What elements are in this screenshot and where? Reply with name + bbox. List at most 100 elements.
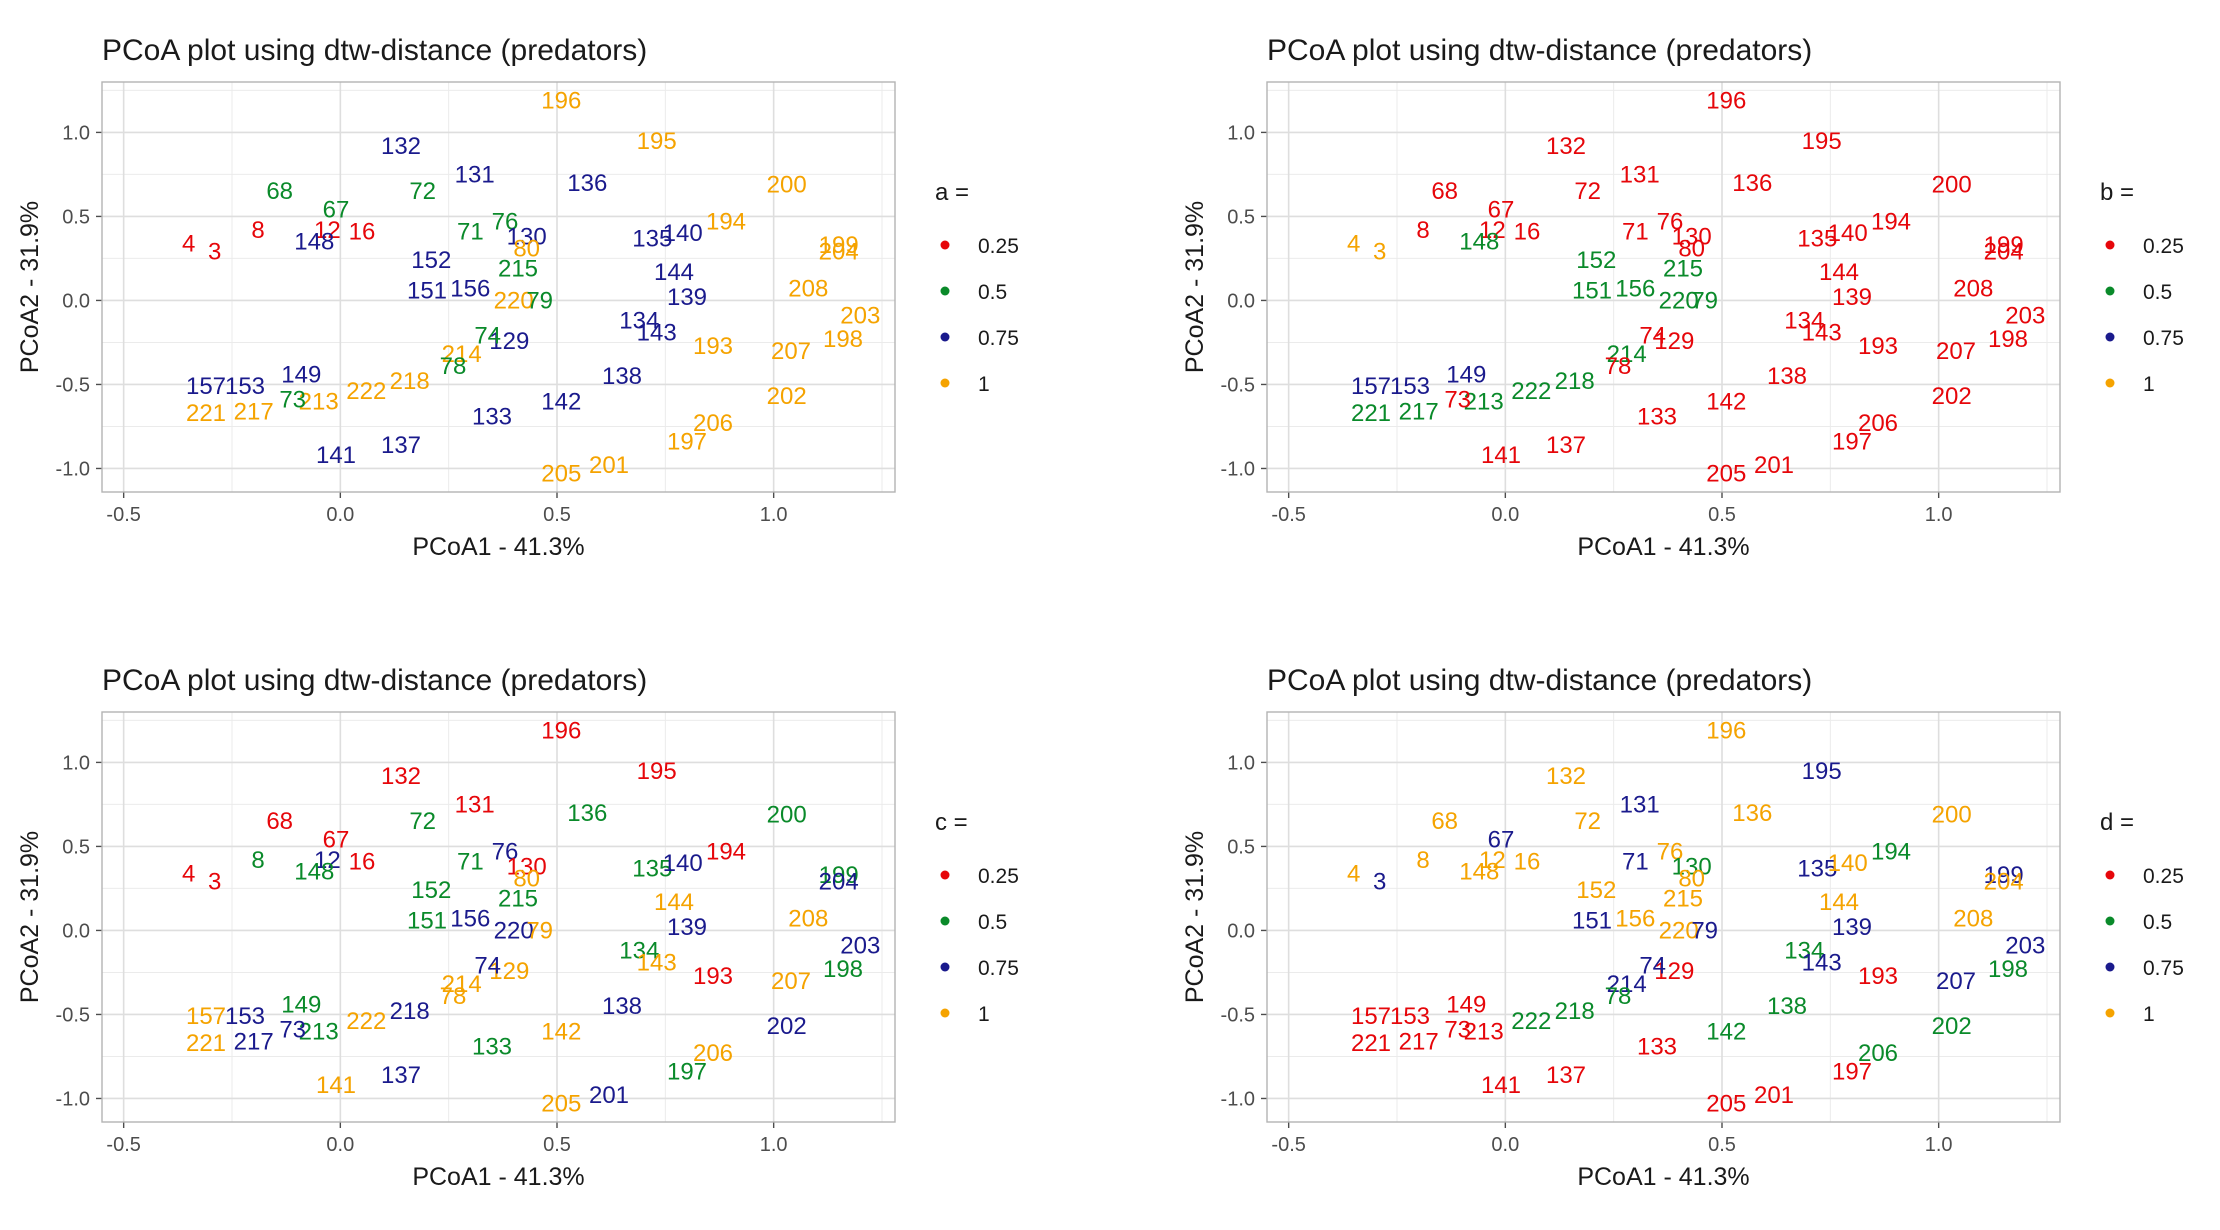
- point-label: 206: [1858, 1040, 1898, 1067]
- x-tick-label: -0.5: [106, 1134, 140, 1156]
- point-label: 148: [1459, 229, 1499, 256]
- point-label: 76: [1657, 838, 1684, 865]
- x-tick-label: 0.0: [326, 1134, 354, 1156]
- point-label: 195: [637, 758, 677, 785]
- point-label: 129: [1654, 958, 1694, 985]
- point-label: 142: [1706, 1018, 1746, 1045]
- legend-title: d =: [2100, 809, 2134, 836]
- legend-label: 0.75: [2143, 327, 2184, 350]
- legend-label: 0.5: [2143, 281, 2172, 304]
- legend-key: [2105, 286, 2115, 296]
- point-label: 12: [1479, 217, 1506, 244]
- point-label: 204: [819, 869, 859, 896]
- point-label: 149: [281, 361, 321, 388]
- point-label: 213: [299, 1018, 339, 1045]
- point-label: 67: [323, 827, 350, 854]
- y-tick-label: 0.5: [1227, 836, 1255, 858]
- y-axis-title: PCoA2 - 31.9%: [16, 201, 44, 373]
- point-label: 198: [823, 326, 863, 353]
- point-label: 218: [1555, 368, 1595, 395]
- point-label: 8: [251, 217, 264, 244]
- legend-title: c =: [935, 809, 968, 836]
- legend-key: [2105, 1008, 2115, 1018]
- plot-background: [102, 82, 895, 492]
- point-label: 208: [1953, 276, 1993, 303]
- legend-key: [2105, 962, 2115, 972]
- y-axis-title: PCoA2 - 31.9%: [1181, 201, 1209, 373]
- chart-title: PCoA plot using dtw-distance (predators): [102, 34, 647, 67]
- x-tick-label: 1.0: [760, 504, 788, 526]
- point-label: 67: [323, 197, 350, 224]
- panel-c: -0.5 0.0 0.5 1.0 -1.0 -0.5 0.0 0.5 1.0 196 195 132 1…: [0, 630, 1110, 1230]
- point-label: 148: [294, 859, 334, 886]
- point-label: 71: [1622, 219, 1649, 246]
- point-label: 142: [541, 1018, 581, 1045]
- point-label: 130: [1672, 224, 1712, 251]
- point-label: 157: [1351, 373, 1391, 400]
- point-label: 207: [1936, 968, 1976, 995]
- point-label: 141: [1481, 1072, 1521, 1099]
- point-label: 68: [266, 808, 293, 835]
- point-label: 204: [1984, 869, 2024, 896]
- point-label: 4: [1347, 230, 1360, 257]
- point-label: 138: [602, 363, 642, 390]
- point-label: 135: [632, 855, 672, 882]
- point-label: 141: [1481, 442, 1521, 469]
- chart-title: PCoA plot using dtw-distance (predators): [1267, 664, 1812, 697]
- point-label: 208: [1953, 906, 1993, 933]
- point-label: 72: [409, 808, 436, 835]
- point-label: 215: [1663, 256, 1703, 283]
- point-label: 129: [1654, 328, 1694, 355]
- point-label: 144: [1819, 259, 1859, 286]
- point-label: 12: [314, 847, 341, 874]
- point-label: 200: [767, 172, 807, 199]
- plot-background: [1267, 82, 2060, 492]
- point-label: 143: [637, 949, 677, 976]
- plot-border: [101, 81, 896, 493]
- legend-title: b =: [2100, 179, 2134, 206]
- legend-key: [940, 332, 950, 342]
- x-tick-label: 0.5: [1708, 1134, 1736, 1156]
- point-label: 194: [1871, 838, 1911, 865]
- plot-border: [101, 711, 896, 1123]
- point-label: 78: [1605, 983, 1632, 1010]
- point-label: 73: [279, 1017, 306, 1044]
- gridlines: [1267, 82, 2060, 492]
- point-label: 207: [771, 968, 811, 995]
- x-tick-label: 1.0: [760, 1134, 788, 1156]
- point-label: 78: [1605, 353, 1632, 380]
- point-label: 144: [654, 889, 694, 916]
- x-tick-label: 1.0: [1925, 1134, 1953, 1156]
- point-label: 203: [840, 933, 880, 960]
- point-label: 157: [186, 1003, 226, 1030]
- point-label: 136: [1732, 170, 1772, 197]
- point-label: 8: [1416, 847, 1429, 874]
- point-label: 149: [1446, 361, 1486, 388]
- point-label: 194: [706, 838, 746, 865]
- point-label: 156: [450, 906, 490, 933]
- legend: b = 0.25 0.5 0.75 1: [2100, 179, 2184, 396]
- point-label: 195: [1802, 128, 1842, 155]
- y-tick-label: 1.0: [62, 122, 90, 144]
- point-label: 67: [1488, 827, 1515, 854]
- point-label: 16: [349, 849, 376, 876]
- point-label: 200: [1932, 172, 1972, 199]
- point-label: 72: [409, 178, 436, 205]
- point-label: 214: [442, 971, 482, 998]
- point-label: 143: [1802, 319, 1842, 346]
- legend-key: [940, 962, 950, 972]
- point-label: 137: [1546, 432, 1586, 459]
- point-label: 220: [1659, 917, 1699, 944]
- y-tick-label: 0.5: [1227, 206, 1255, 228]
- point-label: 199: [1984, 862, 2024, 889]
- point-label: 222: [1511, 378, 1551, 405]
- point-label: 142: [1706, 388, 1746, 415]
- point-label: 12: [314, 217, 341, 244]
- y-tick-label: 0.5: [62, 836, 90, 858]
- y-tick-label: -0.5: [1221, 374, 1255, 396]
- point-label: 3: [208, 869, 221, 896]
- point-label: 157: [1351, 1003, 1391, 1030]
- pcoa-chart: -0.5 0.0 0.5 1.0-1.0-0.50.00.51.01961951321…: [1181, 664, 2184, 1191]
- y-axis-title: PCoA2 - 31.9%: [1181, 831, 1209, 1003]
